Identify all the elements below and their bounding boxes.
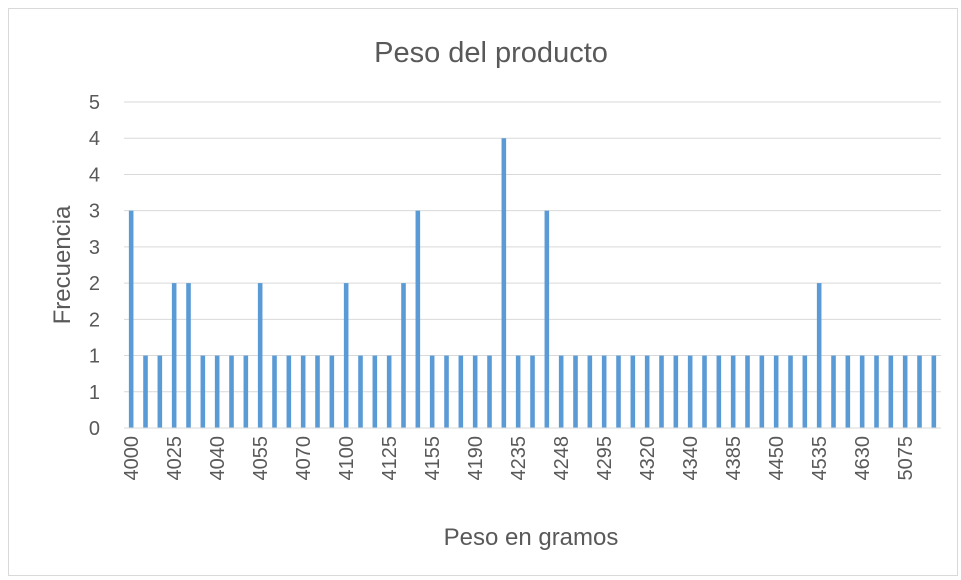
- bar: [286, 355, 292, 428]
- y-tick-label: 5: [89, 92, 100, 114]
- bar: [515, 355, 521, 428]
- x-tick-label: 4070: [293, 436, 315, 481]
- bar: [243, 355, 249, 428]
- bar: [544, 210, 550, 428]
- bar: [573, 355, 578, 428]
- x-axis-ticks: 4000 4025 4040 4055 4070 4100 4125 4155 4190 4235…: [121, 436, 917, 481]
- bar: [859, 355, 865, 428]
- x-axis-title: Peso en gramos: [444, 524, 619, 551]
- x-tick-label: 4000: [121, 436, 143, 481]
- y-tick-label: 3: [89, 237, 100, 259]
- bar: [343, 283, 349, 428]
- bar: [429, 355, 435, 428]
- bar: [415, 210, 421, 428]
- bar: [845, 355, 851, 428]
- x-tick-label: 4025: [164, 436, 186, 481]
- y-tick-label: 3: [89, 201, 100, 223]
- bar: [300, 355, 306, 428]
- bar: [358, 355, 363, 428]
- x-tick-label: 4340: [680, 436, 702, 481]
- bar: [802, 355, 808, 428]
- bar: [444, 355, 449, 428]
- bar: [487, 355, 492, 428]
- bar: [386, 355, 392, 428]
- x-tick-label: 4190: [465, 436, 487, 481]
- bar: [687, 355, 693, 428]
- bars: [128, 138, 937, 428]
- bar: [458, 355, 464, 428]
- bar: [186, 283, 191, 428]
- y-tick-label: 4: [89, 128, 100, 150]
- y-tick-label: 4: [89, 164, 100, 186]
- bar: [143, 355, 148, 428]
- bar: [229, 355, 234, 428]
- x-tick-label: 4630: [852, 436, 874, 481]
- y-tick-label: 0: [89, 418, 100, 440]
- bar: [702, 355, 707, 428]
- chart-frame: [8, 8, 958, 576]
- y-axis-ticks: 0 1 1 2 2 3 3 4 4 5: [89, 92, 100, 440]
- bar: [601, 355, 607, 428]
- bar: [831, 355, 836, 428]
- bar: [874, 355, 879, 428]
- bar: [659, 355, 664, 428]
- bar: [616, 355, 621, 428]
- bar: [745, 355, 750, 428]
- x-tick-label: 4125: [379, 436, 401, 481]
- x-tick-label: 4100: [336, 436, 358, 481]
- bar: [372, 355, 378, 428]
- bar: [816, 283, 822, 428]
- bar: [214, 355, 220, 428]
- bar: [902, 355, 908, 428]
- bar: [315, 355, 320, 428]
- bar: [773, 355, 779, 428]
- x-tick-label: 4248: [551, 436, 573, 481]
- bar: [673, 355, 679, 428]
- x-tick-label: 4385: [723, 436, 745, 481]
- x-tick-label: 5075: [895, 436, 917, 481]
- bar: [200, 355, 206, 428]
- y-axis-title: Frecuencia: [49, 205, 76, 324]
- bar: [171, 283, 177, 428]
- y-tick-label: 2: [89, 309, 100, 331]
- bar: [716, 355, 722, 428]
- x-tick-label: 4235: [508, 436, 530, 481]
- bar: [788, 355, 793, 428]
- bar: [157, 355, 163, 428]
- bar: [558, 355, 564, 428]
- bar: [530, 355, 535, 428]
- bar: [472, 355, 478, 428]
- bar: [257, 283, 263, 428]
- bar: [917, 355, 922, 428]
- y-tick-label: 2: [89, 273, 100, 295]
- y-tick-label: 1: [89, 382, 100, 404]
- x-tick-label: 4320: [637, 436, 659, 481]
- bar: [329, 355, 335, 428]
- bar: [730, 355, 736, 428]
- bar: [644, 355, 650, 428]
- x-tick-label: 4295: [594, 436, 616, 481]
- chart-title: Peso del producto: [374, 37, 608, 69]
- bar: [128, 210, 134, 428]
- bar: [630, 355, 636, 428]
- bar: [272, 355, 277, 428]
- y-tick-label: 1: [89, 346, 100, 368]
- x-tick-label: 4535: [809, 436, 831, 481]
- bar: [401, 283, 406, 428]
- x-tick-label: 4040: [207, 436, 229, 481]
- bar: [759, 355, 765, 428]
- x-tick-label: 4450: [766, 436, 788, 481]
- bar: [501, 138, 507, 428]
- x-tick-label: 4155: [422, 436, 444, 481]
- x-tick-label: 4055: [250, 436, 272, 481]
- bar: [931, 355, 937, 428]
- bar: [888, 355, 894, 428]
- bar: [587, 355, 593, 428]
